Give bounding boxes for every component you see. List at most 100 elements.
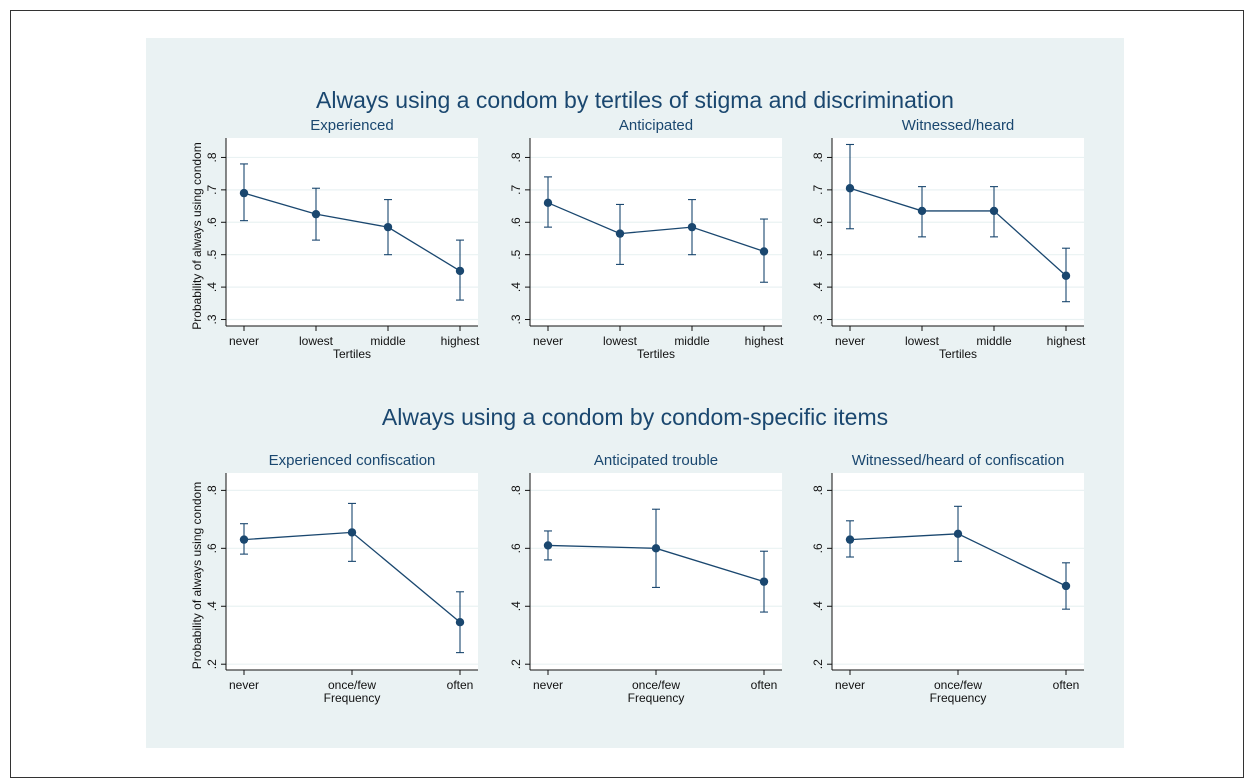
plot-area xyxy=(226,473,478,670)
x-tick-label: middle xyxy=(370,334,406,348)
y-tick-label: .2 xyxy=(811,659,825,669)
group-title: Always using a condom by condom-specific… xyxy=(382,404,888,430)
data-point xyxy=(543,198,553,208)
y-tick-label: .4 xyxy=(509,282,523,292)
x-axis-label: Tertiles xyxy=(637,347,675,361)
y-tick-label: .4 xyxy=(205,601,219,611)
x-tick-label: highest xyxy=(1047,334,1086,348)
y-tick-label: .4 xyxy=(811,282,825,292)
y-tick-label: .3 xyxy=(811,314,825,324)
x-tick-label: highest xyxy=(745,334,784,348)
y-tick-label: .8 xyxy=(509,152,523,162)
y-tick-label: .6 xyxy=(205,543,219,553)
plot-area xyxy=(832,473,1084,670)
y-tick-label: .4 xyxy=(205,282,219,292)
data-point xyxy=(239,535,249,544)
data-point xyxy=(347,528,357,537)
x-tick-label: once/few xyxy=(632,678,680,692)
panel-title: Witnessed/heard of confiscation xyxy=(852,452,1065,469)
y-tick-label: .3 xyxy=(205,314,219,324)
y-tick-label: .6 xyxy=(205,217,219,227)
x-tick-label: lowest xyxy=(905,334,940,348)
y-tick-label: .7 xyxy=(509,185,523,195)
x-axis-label: Frequency xyxy=(930,691,987,705)
x-tick-label: lowest xyxy=(299,334,334,348)
series-line xyxy=(547,202,765,253)
data-point xyxy=(239,188,249,198)
y-tick-label: .8 xyxy=(811,485,825,495)
x-axis-label: Frequency xyxy=(628,691,685,705)
data-point xyxy=(687,222,697,232)
y-tick-label: .8 xyxy=(205,152,219,162)
y-tick-label: .6 xyxy=(811,217,825,227)
panel-4: Always using a condom by condom-specific… xyxy=(190,404,888,705)
plot-area xyxy=(832,138,1084,326)
x-tick-label: middle xyxy=(976,334,1012,348)
panel-title: Witnessed/heard xyxy=(902,117,1015,134)
y-tick-label: .2 xyxy=(509,659,523,669)
panel-6: .2 .4 .6 .8 never once/few often Frequency Witne… xyxy=(811,452,1084,705)
y-axis-label: Probability of always using condom xyxy=(190,482,204,669)
panel-title: Experienced xyxy=(310,117,393,134)
panel-title: Anticipated xyxy=(619,117,693,134)
x-tick-label: highest xyxy=(441,334,480,348)
y-tick-label: .7 xyxy=(811,185,825,195)
data-point xyxy=(615,229,625,238)
group-title: Always using a condom by tertiles of sti… xyxy=(316,87,954,113)
y-tick-label: .6 xyxy=(509,543,523,553)
panel-1: Always using a condom by tertiles of sti… xyxy=(190,87,954,361)
data-point xyxy=(845,535,855,544)
data-point xyxy=(989,206,999,216)
x-tick-label: middle xyxy=(674,334,710,348)
y-tick-label: .5 xyxy=(811,249,825,259)
x-tick-label: never xyxy=(835,334,865,348)
data-point xyxy=(845,184,855,193)
y-tick-label: .8 xyxy=(205,485,219,495)
series-line xyxy=(243,192,461,272)
y-tick-label: .7 xyxy=(205,185,219,195)
x-tick-label: never xyxy=(835,678,865,692)
y-tick-label: .4 xyxy=(509,601,523,611)
plot-area xyxy=(530,138,782,326)
x-tick-label: once/few xyxy=(328,678,376,692)
data-point xyxy=(651,544,661,553)
x-tick-label: never xyxy=(533,334,563,348)
data-point xyxy=(1061,271,1071,280)
y-tick-label: .5 xyxy=(205,249,219,259)
data-point xyxy=(1061,581,1071,591)
panel-title: Anticipated trouble xyxy=(594,452,718,469)
data-point xyxy=(311,209,321,219)
data-point xyxy=(455,266,465,276)
y-tick-label: .2 xyxy=(205,659,219,669)
data-point xyxy=(917,206,927,216)
x-tick-label: often xyxy=(447,678,474,692)
y-tick-label: .3 xyxy=(509,314,523,324)
data-point xyxy=(383,222,393,232)
panel-3: .3 .4 .5 .6 .7 .8 never lowest middle highest Tert… xyxy=(811,117,1086,361)
x-tick-label: never xyxy=(229,334,259,348)
y-tick-label: .6 xyxy=(811,543,825,553)
data-point xyxy=(543,541,553,550)
y-tick-label: .8 xyxy=(811,152,825,162)
plot-area xyxy=(226,138,478,326)
x-axis-label: Tertiles xyxy=(939,347,977,361)
y-tick-label: .8 xyxy=(509,485,523,495)
panel-title: Experienced confiscation xyxy=(269,452,436,469)
data-point xyxy=(455,617,465,627)
y-tick-label: .5 xyxy=(509,249,523,259)
data-point xyxy=(759,247,769,256)
x-tick-label: never xyxy=(229,678,259,692)
panel-5: .2 .4 .6 .8 never once/few often Frequency Antic… xyxy=(509,452,782,705)
x-tick-label: often xyxy=(751,678,778,692)
x-tick-label: lowest xyxy=(603,334,638,348)
x-tick-label: often xyxy=(1053,678,1080,692)
y-tick-label: .6 xyxy=(509,217,523,227)
y-axis-label: Probability of always using condom xyxy=(190,142,204,329)
x-tick-label: once/few xyxy=(934,678,982,692)
y-tick-label: .4 xyxy=(811,601,825,611)
data-point xyxy=(759,577,769,586)
x-axis-label: Tertiles xyxy=(333,347,371,361)
x-tick-label: never xyxy=(533,678,563,692)
data-point xyxy=(953,529,963,539)
